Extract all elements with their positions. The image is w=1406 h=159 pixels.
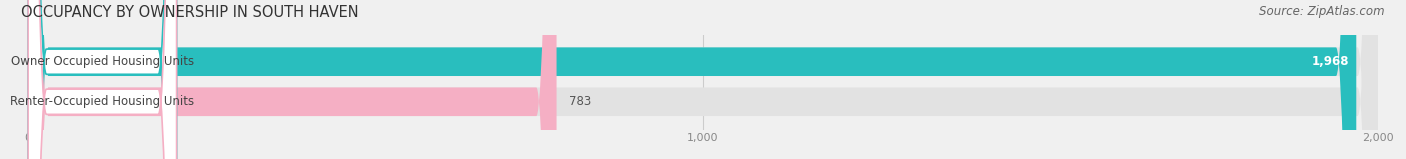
Text: OCCUPANCY BY OWNERSHIP IN SOUTH HAVEN: OCCUPANCY BY OWNERSHIP IN SOUTH HAVEN xyxy=(21,5,359,20)
FancyBboxPatch shape xyxy=(28,0,1378,159)
Text: 1,968: 1,968 xyxy=(1312,55,1350,68)
Text: Renter-Occupied Housing Units: Renter-Occupied Housing Units xyxy=(10,95,194,108)
FancyBboxPatch shape xyxy=(28,0,557,159)
FancyBboxPatch shape xyxy=(28,0,1378,159)
FancyBboxPatch shape xyxy=(28,0,177,159)
Text: Source: ZipAtlas.com: Source: ZipAtlas.com xyxy=(1260,5,1385,18)
FancyBboxPatch shape xyxy=(28,0,177,159)
Text: 783: 783 xyxy=(568,95,591,108)
Text: Owner Occupied Housing Units: Owner Occupied Housing Units xyxy=(11,55,194,68)
FancyBboxPatch shape xyxy=(28,0,1357,159)
